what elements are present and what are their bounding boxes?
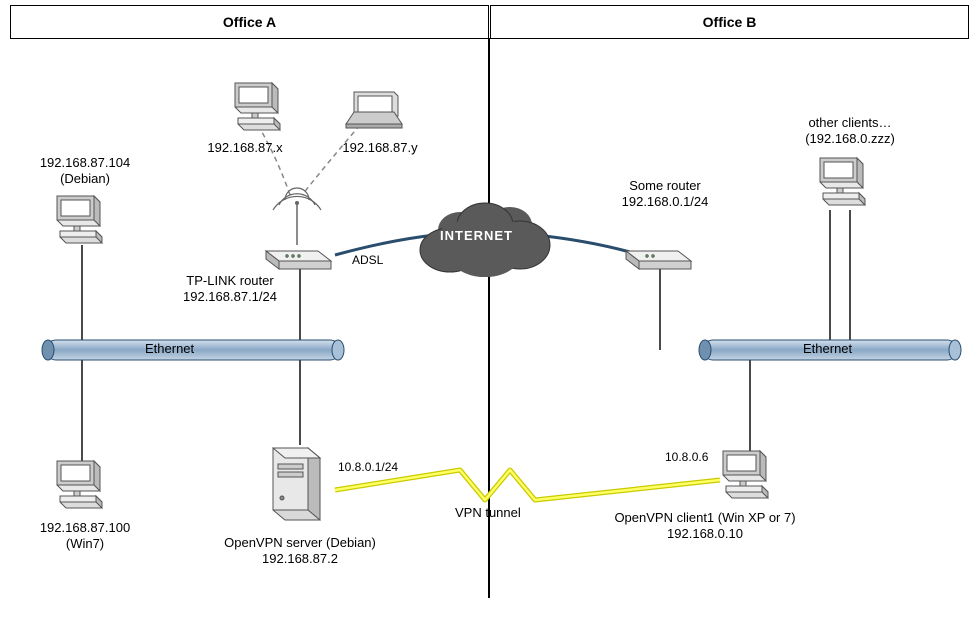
adsl-label: ADSL bbox=[352, 253, 383, 268]
pc-b-other-icon bbox=[815, 155, 875, 210]
pc-a2-icon bbox=[230, 80, 290, 135]
pc-b-other-label: other clients…(192.168.0.zzz) bbox=[790, 115, 910, 148]
client-b-vpn-ip-label: 10.8.0.6 bbox=[665, 450, 708, 465]
laptop-a-icon bbox=[340, 90, 405, 135]
internet-label: INTERNET bbox=[440, 228, 513, 244]
router-a-icon bbox=[263, 243, 338, 273]
server-label: OpenVPN server (Debian)192.168.87.2 bbox=[210, 535, 390, 568]
pc-b-client-icon bbox=[718, 448, 778, 503]
office-a-header: Office A bbox=[10, 5, 489, 39]
router-b-icon bbox=[623, 243, 698, 273]
server-vpn-ip-label: 10.8.0.1/24 bbox=[338, 460, 398, 475]
pc-a3-icon bbox=[52, 458, 112, 513]
office-b-header: Office B bbox=[490, 5, 969, 39]
vpn-tunnel-label: VPN tunnel bbox=[455, 505, 521, 521]
pc-a3-label: 192.168.87.100(Win7) bbox=[30, 520, 140, 553]
router-a-label: TP-LINK router192.168.87.1/24 bbox=[155, 273, 305, 306]
ethernet-b-label: Ethernet bbox=[803, 341, 852, 357]
laptop-a-label: 192.168.87.y bbox=[330, 140, 430, 156]
router-b-label: Some router192.168.0.1/24 bbox=[600, 178, 730, 211]
pc-a1-icon bbox=[52, 193, 112, 248]
pc-a2-label: 192.168.87.x bbox=[190, 140, 300, 156]
ethernet-a-label: Ethernet bbox=[145, 341, 194, 357]
pc-a1-label: 192.168.87.104(Debian) bbox=[30, 155, 140, 188]
server-icon bbox=[268, 438, 328, 528]
client-b-label: OpenVPN client1 (Win XP or 7)192.168.0.1… bbox=[580, 510, 830, 543]
